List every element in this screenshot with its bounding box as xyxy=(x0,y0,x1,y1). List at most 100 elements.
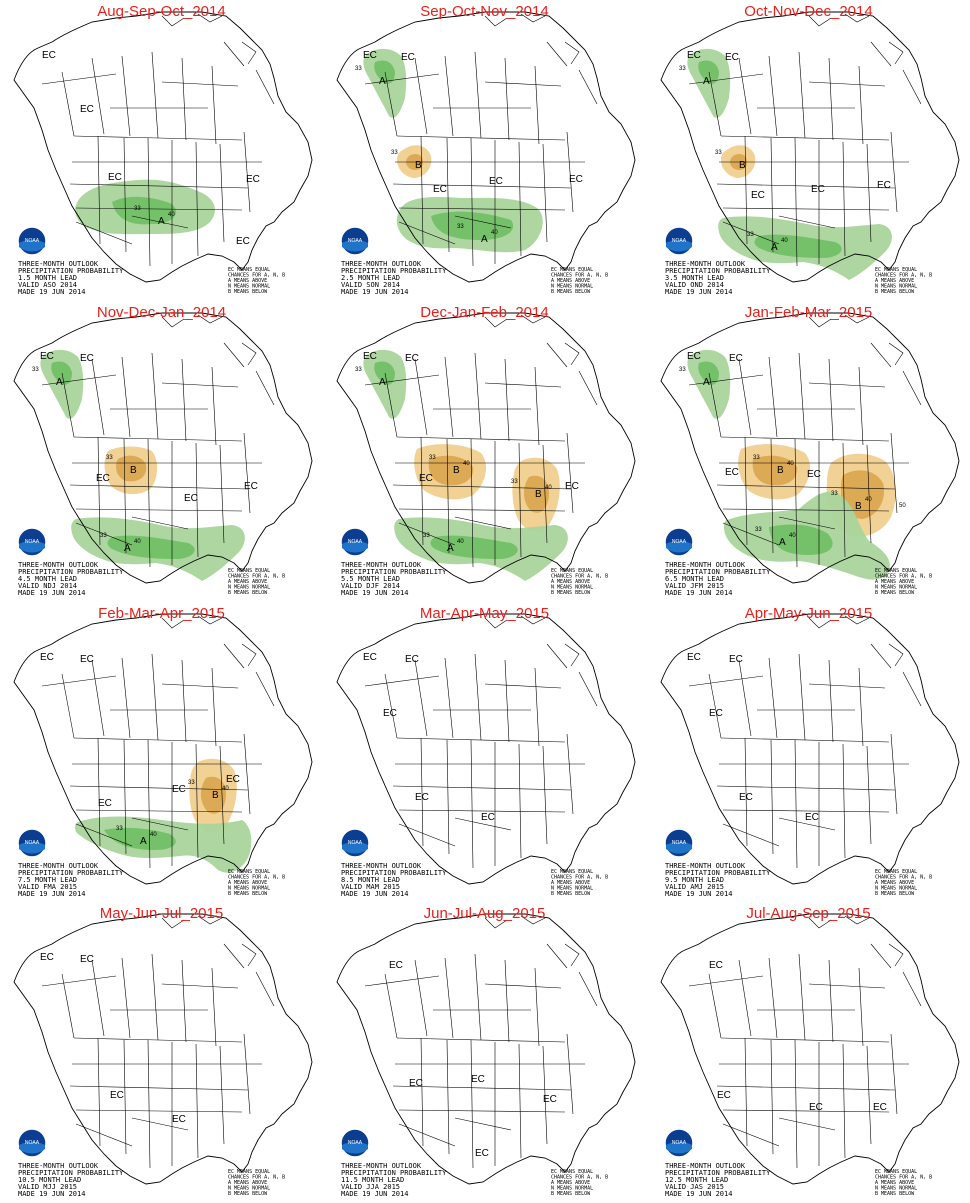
legend-line: B MEANS BELOW xyxy=(551,1191,591,1197)
contour-label: 40 xyxy=(545,485,552,491)
legend-line: EC MEANS EQUAL xyxy=(875,869,917,875)
state-border xyxy=(73,436,243,442)
contour-label: 40 xyxy=(491,230,498,236)
state-border xyxy=(770,137,774,253)
legend-line: EC MEANS EQUAL xyxy=(228,869,270,875)
state-border xyxy=(474,653,482,741)
above-normal-core xyxy=(431,211,514,240)
contour-label: 33 xyxy=(32,367,39,373)
outlook-panel: A 33 B 33 40 B 33 40 50 A 33 40 EC EC EC EC NOAA THREE-MO… xyxy=(647,301,970,601)
legend-line: EC MEANS EQUAL xyxy=(228,1169,270,1175)
above-normal-core xyxy=(107,535,195,559)
state-border xyxy=(578,69,598,105)
state-border xyxy=(364,675,440,687)
state-border xyxy=(444,657,454,739)
state-border xyxy=(243,1033,251,1115)
state-border xyxy=(414,358,428,436)
state-border xyxy=(738,959,752,1037)
contour-label: 33 xyxy=(355,66,362,72)
caption-line: MADE 19 JUN 2014 xyxy=(18,589,85,597)
island-outline xyxy=(888,342,904,366)
state-border xyxy=(147,137,151,267)
state-border xyxy=(392,1085,572,1091)
state-border xyxy=(716,1085,896,1091)
ec-label: EC xyxy=(739,792,753,803)
state-border xyxy=(181,57,187,141)
map-layer: EC EC EC EC EC xyxy=(336,613,636,885)
legend-line: CHANCES FOR A, N, B xyxy=(875,574,932,580)
state-border xyxy=(398,823,456,847)
caption-line: THREE-MONTH OUTLOOK xyxy=(665,1162,746,1170)
contour-label: 40 xyxy=(865,497,872,503)
state-border xyxy=(470,438,474,568)
state-border xyxy=(578,370,598,406)
map-layer: A 33 B 33 A 33 40 EC EC EC EC EC xyxy=(336,11,636,283)
caption-line: MADE 19 JUN 2014 xyxy=(665,1190,732,1198)
state-border xyxy=(69,183,249,189)
outlook-panel: B 33 40 A 33 40 EC EC EC EC EC NOAA THREE-MONTH OUTL… xyxy=(0,602,323,902)
legend-line: CHANCES FOR A, N, B xyxy=(228,1175,285,1181)
above-normal-core xyxy=(374,361,395,385)
contour-label: 33 xyxy=(755,527,762,533)
state-border xyxy=(866,1045,872,1145)
caption-line: 10.5 MONTH LEAD xyxy=(18,1176,81,1184)
legend-line: A MEANS ABOVE xyxy=(875,1180,914,1186)
caption-line: THREE-MONTH OUTLOOK xyxy=(341,862,422,870)
state-border xyxy=(902,370,922,406)
ec-label: EC xyxy=(389,960,403,971)
legend-line: B MEANS BELOW xyxy=(228,1191,268,1197)
state-border xyxy=(255,69,275,105)
state-border xyxy=(121,356,131,438)
legend-line: A MEANS ABOVE xyxy=(228,579,267,585)
coastline xyxy=(13,312,313,584)
legend-line: A MEANS ABOVE xyxy=(228,278,267,284)
state-border xyxy=(722,1109,890,1113)
state-border xyxy=(542,745,548,845)
category-letter: A xyxy=(56,377,63,388)
legend-line: B MEANS BELOW xyxy=(875,1191,915,1197)
legend-line: A MEANS ABOVE xyxy=(551,1180,590,1186)
island-outline xyxy=(161,316,185,328)
state-border xyxy=(768,55,778,137)
state-border xyxy=(504,659,510,743)
caption-line: PRECIPITATION PROBABILITY xyxy=(341,267,447,275)
legend-line: EC MEANS EQUAL xyxy=(228,267,270,273)
island-outline xyxy=(888,643,904,667)
category-letter: B xyxy=(535,489,542,500)
above-normal-core xyxy=(112,196,176,225)
state-border xyxy=(798,953,806,1041)
contour-label: 33 xyxy=(188,780,195,786)
category-letter: B xyxy=(415,160,422,171)
ec-label: EC xyxy=(405,353,419,364)
state-border xyxy=(446,137,450,253)
above-normal-core xyxy=(430,535,518,559)
state-border xyxy=(398,1123,456,1147)
state-border xyxy=(396,135,566,141)
category-letter: B xyxy=(453,465,460,476)
legend-line: N MEANS NORMAL xyxy=(551,284,593,290)
caption-line: PRECIPITATION PROBABILITY xyxy=(18,568,124,576)
state-border xyxy=(484,983,562,989)
island-outline xyxy=(241,643,257,667)
above-normal-core xyxy=(754,234,842,258)
svg-text:NOAA: NOAA xyxy=(348,539,363,545)
noaa-logo: NOAA xyxy=(340,1128,370,1158)
noaa-logo: NOAA xyxy=(664,828,694,858)
state-border xyxy=(147,1039,151,1169)
above-normal-region xyxy=(687,349,731,419)
legend-line: CHANCES FOR A, N, B xyxy=(875,273,932,279)
caption-line: VALID DJF 2014 xyxy=(341,582,400,590)
contour-label: 40 xyxy=(463,461,470,467)
state-border xyxy=(75,809,243,813)
ec-label: EC xyxy=(729,353,743,364)
state-border xyxy=(504,959,510,1043)
state-border xyxy=(794,438,798,568)
legend-line: B MEANS BELOW xyxy=(551,289,591,295)
ec-label: EC xyxy=(543,1094,557,1105)
state-border xyxy=(398,1109,566,1113)
contour-label: 50 xyxy=(899,503,906,509)
caption-line: MADE 19 JUN 2014 xyxy=(341,1190,408,1198)
contour-label: 33 xyxy=(715,150,722,156)
state-border xyxy=(778,817,836,831)
ec-label: EC xyxy=(80,954,94,965)
